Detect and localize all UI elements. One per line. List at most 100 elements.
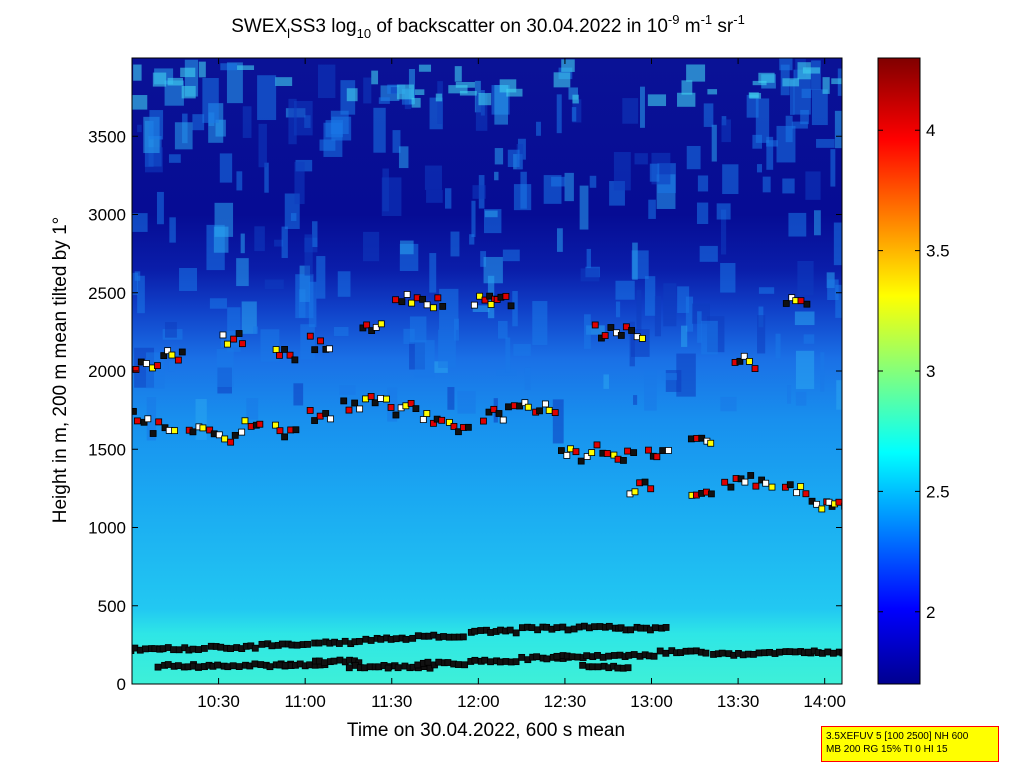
layer-point	[215, 431, 223, 439]
texture-patch	[711, 124, 717, 162]
layer-point	[235, 663, 243, 670]
texture-patch	[622, 98, 639, 124]
layer-point	[195, 646, 202, 653]
texture-patch	[426, 190, 443, 203]
layer-point	[330, 657, 338, 665]
y-tick-label: 500	[98, 597, 126, 616]
texture-patch	[512, 290, 518, 327]
layer-point	[306, 661, 314, 669]
layer-point	[459, 633, 467, 641]
layer-point	[326, 345, 333, 353]
layer-point	[206, 426, 214, 434]
layer-point	[476, 292, 484, 300]
texture-patch	[275, 77, 293, 86]
layer-point	[276, 351, 283, 359]
y-axis-title: Height in m, 200 m mean tilted by 1°	[50, 217, 71, 523]
layer-point	[423, 410, 431, 417]
layer-point	[174, 356, 182, 364]
layer-point	[786, 481, 794, 489]
layer-point	[583, 652, 591, 660]
layer-point	[321, 659, 328, 667]
layer-point	[637, 624, 645, 632]
layer-point	[495, 410, 503, 417]
layer-point	[480, 417, 487, 425]
layer-point	[628, 327, 635, 334]
layer-point	[455, 661, 462, 668]
layer-point	[227, 645, 234, 652]
layer-point	[133, 417, 141, 425]
layer-point	[125, 415, 131, 421]
layer-point	[553, 652, 561, 660]
plot-area	[125, 57, 851, 685]
layer-point	[605, 652, 612, 660]
layer-point	[653, 453, 661, 461]
texture-patch	[532, 301, 548, 346]
layer-point	[579, 661, 587, 669]
layer-point	[601, 332, 609, 339]
layer-point	[372, 323, 380, 331]
texture-patch	[805, 171, 821, 200]
layer-point	[656, 647, 664, 655]
layer-point	[371, 399, 379, 407]
texture-patch	[424, 165, 442, 190]
layer-point	[545, 406, 553, 414]
texture-patch	[373, 107, 386, 153]
layer-point	[803, 300, 811, 308]
x-tick-label: 11:30	[371, 692, 412, 711]
layer-point	[434, 294, 442, 302]
layer-point	[558, 447, 565, 454]
layer-point	[572, 448, 580, 456]
layer-point	[665, 447, 672, 454]
layer-point	[804, 648, 812, 656]
layer-point	[132, 366, 140, 373]
texture-patch	[782, 178, 795, 194]
colorbar-tick-label: 3	[926, 362, 935, 381]
layer-point	[341, 637, 349, 645]
info-line-1: 3.5XEFUV 5 [100 2500] NH 600	[826, 731, 969, 742]
colorbar-tick-label: 2.5	[926, 482, 950, 501]
layer-point	[507, 302, 515, 310]
texture-patch	[226, 62, 243, 104]
layer-point	[160, 352, 168, 360]
layer-point	[594, 652, 601, 659]
texture-patch	[241, 301, 257, 334]
layer-point	[593, 441, 601, 449]
y-tick-label: 1500	[88, 440, 126, 459]
colorbar-gradient	[877, 57, 921, 685]
layer-point	[496, 658, 504, 666]
layer-point	[140, 418, 148, 426]
layer-point	[528, 624, 536, 631]
texture-patch	[811, 60, 821, 90]
texture-patch	[457, 390, 476, 414]
layer-point	[327, 415, 334, 423]
texture-patch	[219, 153, 233, 183]
texture-patch	[418, 64, 432, 72]
layer-point	[174, 662, 182, 670]
layer-point	[751, 365, 759, 372]
layer-point	[835, 498, 842, 506]
layer-point	[551, 409, 559, 417]
x-tick-label: 12:00	[457, 692, 500, 711]
layer-point	[144, 415, 152, 423]
texture-patch	[820, 352, 825, 392]
texture-patch	[133, 64, 142, 81]
texture-patch	[758, 72, 775, 83]
layer-point	[813, 500, 821, 508]
texture-patch	[603, 374, 609, 389]
layer-point	[845, 649, 851, 655]
colorbar: 2 2.5 3 3.5 4	[877, 57, 950, 685]
layer-point	[487, 658, 494, 666]
y-tick-label: 0	[117, 675, 126, 694]
texture-patch	[766, 136, 774, 170]
texture-patch	[236, 258, 249, 287]
backscatter-texture	[132, 58, 842, 444]
layer-point	[455, 428, 462, 436]
texture-patch	[400, 240, 414, 255]
texture-patch	[152, 72, 167, 87]
layer-point	[707, 439, 715, 447]
layer-point	[741, 478, 749, 486]
layer-point	[409, 634, 417, 642]
layer-point	[322, 410, 330, 417]
texture-patch	[644, 370, 657, 411]
texture-patch	[762, 176, 771, 193]
